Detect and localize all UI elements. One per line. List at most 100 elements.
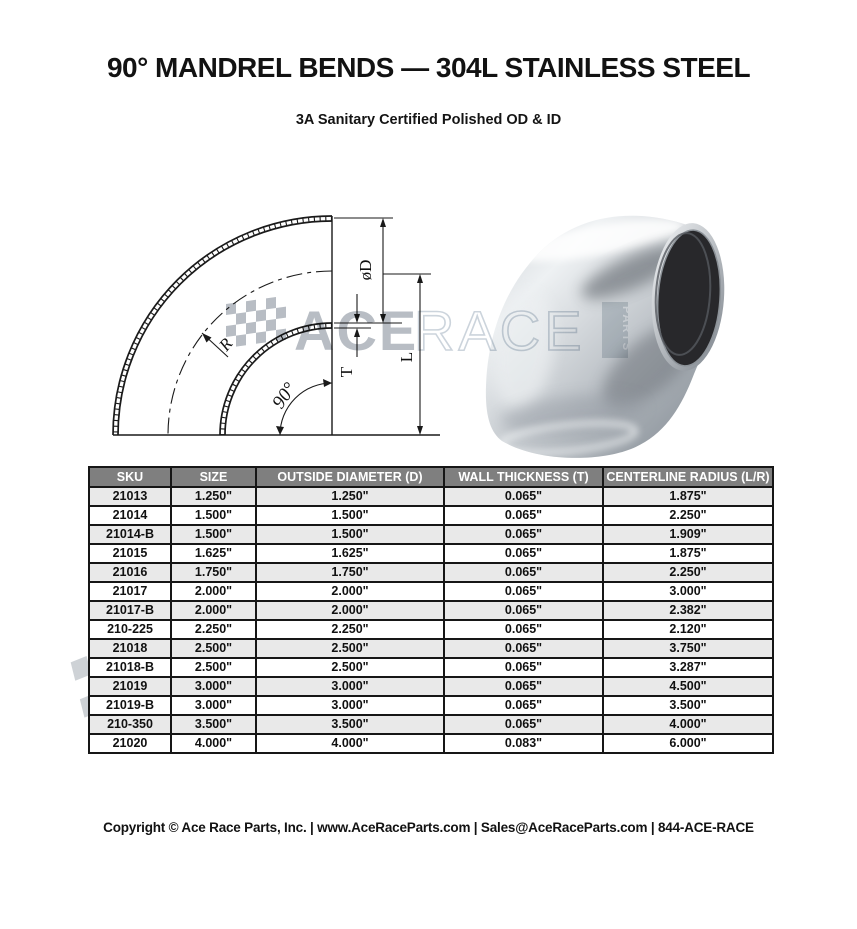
spec-table-head-row: SKU SIZE OUTSIDE DIAMETER (D) WALL THICKNES… [88,466,774,488]
table-cell: 1.500" [170,524,257,545]
table-cell: 2.250" [602,562,774,583]
table-cell: 21017 [88,581,172,602]
table-row: 210-225 2.250" 2.250" 0.065" 2.120" [88,619,774,640]
table-cell: 210-350 [88,714,172,735]
table-row: 210-350 3.500" 3.500" 0.065" 4.000" [88,714,774,735]
table-cell: 21014 [88,505,172,526]
table-cell: 0.065" [443,676,604,697]
table-cell: 2.500" [255,657,445,678]
table-cell: 21017-B [88,600,172,621]
page-subtitle: 3A Sanitary Certified Polished OD & ID [295,112,562,128]
table-cell: 21019-B [88,695,172,716]
table-cell: 0.065" [443,505,604,526]
table-cell: 1.250" [170,486,257,507]
table-row: 21019 3.000" 3.000" 0.065" 4.500" [88,676,774,697]
table-cell: 2.120" [602,619,774,640]
table-cell: 4.000" [255,733,445,754]
table-cell: 2.000" [170,600,257,621]
table-cell: 6.000" [602,733,774,754]
table-cell: 3.287" [602,657,774,678]
table-cell: 4.000" [602,714,774,735]
table-cell: 2.500" [170,657,257,678]
table-row: 21020 4.000" 4.000" 0.083" 6.000" [88,733,774,754]
footer-text: Copyright © Ace Race Parts, Inc. | www.A… [103,820,754,835]
column-header: WALL THICKNESS (T) [443,466,604,488]
table-row: 21013 1.250" 1.250" 0.065" 1.875" [88,486,774,507]
table-cell: 21013 [88,486,172,507]
table-cell: 0.065" [443,562,604,583]
dim-label-angle: 90° [268,379,301,413]
table-cell: 3.000" [255,695,445,716]
table-cell: 2.500" [255,638,445,659]
column-header: OUTSIDE DIAMETER (D) [255,466,445,488]
table-cell: 3.000" [602,581,774,602]
table-cell: 3.000" [170,676,257,697]
table-row: 21014 1.500" 1.500" 0.065" 2.250" [88,505,774,526]
table-cell: 2.250" [170,619,257,640]
table-cell: 0.065" [443,619,604,640]
dim-label-diameter: øD [356,260,375,281]
elbow-photo-illustration [485,215,725,458]
table-cell: 0.065" [443,543,604,564]
elbow-open-end-interior [656,229,722,367]
table-cell: 21014-B [88,524,172,545]
dim-label-leg: L [397,352,416,362]
table-cell: 1.750" [170,562,257,583]
table-cell: 2.250" [602,505,774,526]
table-cell: 0.065" [443,486,604,507]
table-cell: 1.625" [170,543,257,564]
table-cell: 4.000" [170,733,257,754]
table-cell: 3.500" [170,714,257,735]
table-cell: 21018-B [88,657,172,678]
spec-table: SKU SIZE OUTSIDE DIAMETER (D) WALL THICKNES… [88,466,774,754]
spec-table-body: 21013 1.250" 1.250" 0.065" 1.875" 21014 1.500"… [88,486,774,754]
table-cell: 1.500" [255,505,445,526]
table-cell: 1.750" [255,562,445,583]
table-cell: 21020 [88,733,172,754]
table-cell: 4.500" [602,676,774,697]
table-cell: 1.500" [255,524,445,545]
table-cell: 21016 [88,562,172,583]
table-cell: 1.500" [170,505,257,526]
table-cell: 1.909" [602,524,774,545]
product-photo [468,190,783,460]
table-cell: 0.065" [443,581,604,602]
table-row: 21015 1.625" 1.625" 0.065" 1.875" [88,543,774,564]
table-cell: 3.500" [255,714,445,735]
table-cell: 210-225 [88,619,172,640]
technical-drawing: øD T L R 90° [90,195,460,460]
table-cell: 0.065" [443,695,604,716]
table-row: 21019-B 3.000" 3.000" 0.065" 3.500" [88,695,774,716]
table-cell: 21018 [88,638,172,659]
column-header: SIZE [170,466,257,488]
table-row: 21014-B 1.500" 1.500" 0.065" 1.909" [88,524,774,545]
table-cell: 21019 [88,676,172,697]
table-cell: 21015 [88,543,172,564]
column-header: SKU [88,466,172,488]
table-cell: 1.625" [255,543,445,564]
dim-label-radius: R [215,334,237,355]
table-cell: 3.500" [602,695,774,716]
table-cell: 1.875" [602,486,774,507]
table-cell: 2.000" [255,581,445,602]
dim-label-wall: T [337,366,356,377]
table-cell: 2.500" [170,638,257,659]
table-row: 21016 1.750" 1.750" 0.065" 2.250" [88,562,774,583]
table-cell: 1.875" [602,543,774,564]
table-cell: 0.065" [443,638,604,659]
table-cell: 2.000" [170,581,257,602]
page-title: 90° MANDREL BENDS — 304L STAINLESS STEEL [106,52,751,83]
table-cell: 1.250" [255,486,445,507]
table-row: 21018 2.500" 2.500" 0.065" 3.750" [88,638,774,659]
table-cell: 0.065" [443,524,604,545]
table-cell: 2.250" [255,619,445,640]
table-cell: 3.000" [170,695,257,716]
table-cell: 3.000" [255,676,445,697]
table-row: 21017 2.000" 2.000" 0.065" 3.000" [88,581,774,602]
elbow-dimension-diagram: øD T L R 90° [112,215,440,436]
table-cell: 0.083" [443,733,604,754]
table-cell: 2.382" [602,600,774,621]
table-row: 21017-B 2.000" 2.000" 0.065" 2.382" [88,600,774,621]
column-header: CENTERLINE RADIUS (L/R) [602,466,774,488]
